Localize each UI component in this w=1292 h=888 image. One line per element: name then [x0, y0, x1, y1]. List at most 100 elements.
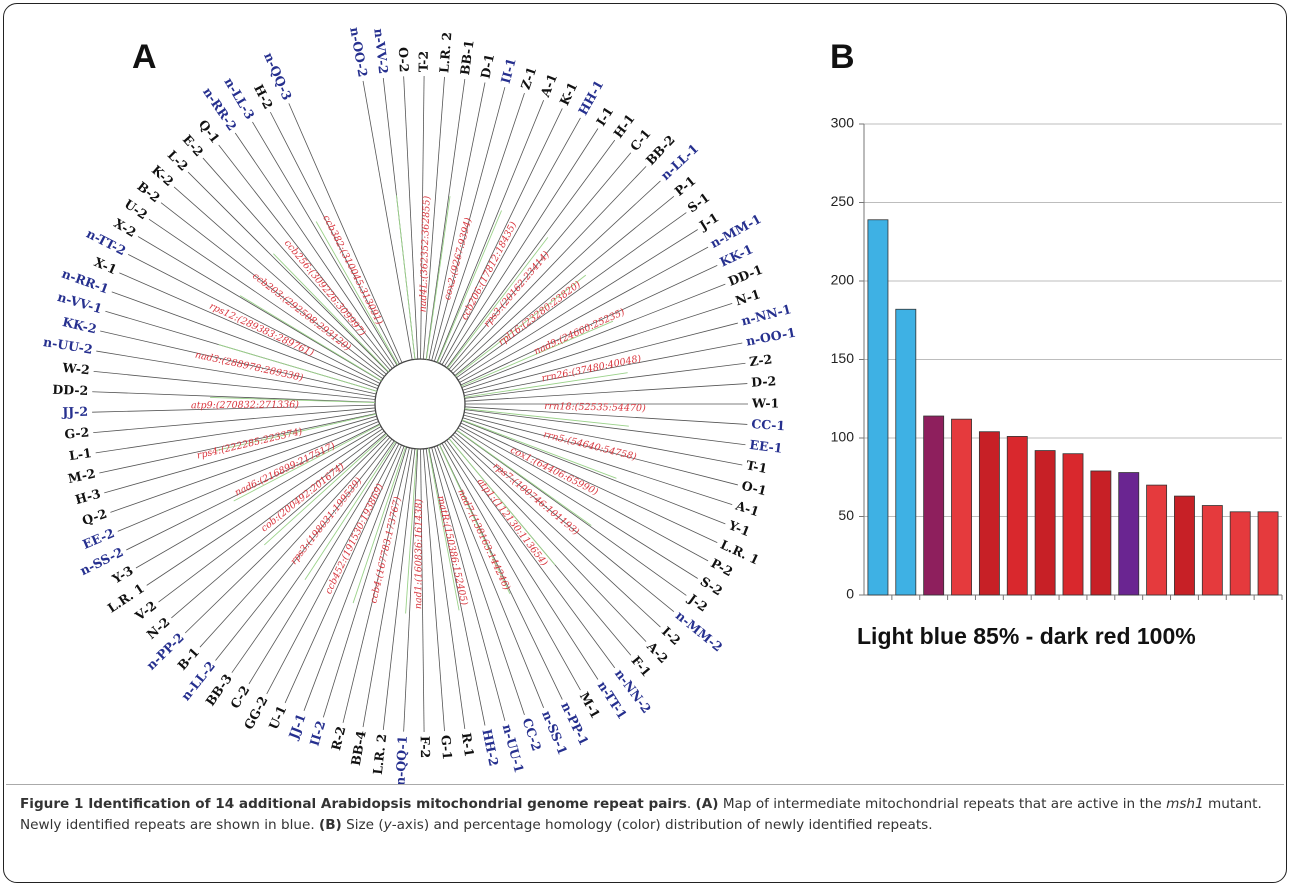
repeat-label: BB-1 [457, 39, 477, 76]
bar [1118, 472, 1140, 596]
y-tick-label: 50 [838, 507, 854, 523]
repeat-spoke [100, 330, 377, 395]
caption-sep: . [686, 796, 696, 812]
repeat-spoke [422, 76, 445, 360]
color-legend-text: Light blue 85% - dark red 100% [857, 623, 1196, 649]
repeat-spoke [462, 303, 733, 391]
bar-chart-panel: 0 50 100 150 200 250 300 Light blue 85% - dark … [831, 115, 1283, 649]
repeat-label: N-1 [733, 286, 762, 308]
bar [895, 308, 917, 596]
repeat-spoke [450, 166, 647, 372]
repeat-spoke [420, 448, 425, 732]
repeat-spoke [104, 415, 377, 494]
repeat-label: Z-1 [518, 65, 540, 92]
gene-spoke [455, 274, 587, 377]
repeat-label: n-VV-2 [371, 28, 391, 75]
repeat-spoke [425, 79, 466, 360]
gene-spoke [315, 221, 399, 366]
repeat-spoke [173, 186, 387, 375]
repeat-spoke [403, 448, 419, 732]
gene-spoke [405, 448, 418, 614]
gene-spoke [263, 433, 387, 546]
repeat-label: L.R. 2 [370, 733, 389, 775]
repeat-label: L.R. 2 [436, 31, 454, 73]
repeat-label: W-2 [61, 360, 91, 378]
repeat-spoke [464, 409, 746, 446]
figure-caption: Figure 1 Identification of 14 additional… [20, 794, 1278, 836]
repeat-label: R-2 [328, 725, 348, 752]
gene-spoke [461, 419, 617, 479]
repeat-spoke [463, 414, 738, 486]
repeat-label: CC-1 [751, 416, 786, 433]
repeat-spoke [463, 322, 738, 394]
bar [1174, 495, 1195, 596]
bar [923, 415, 945, 596]
gene-label: atp9:(270832:271336) [191, 399, 299, 411]
repeat-label: D-1 [477, 52, 497, 79]
repeat-spoke [433, 446, 525, 716]
panel-letter-b: B [830, 38, 855, 76]
repeat-label: M-2 [67, 466, 97, 486]
repeat-spoke [199, 437, 391, 648]
y-tick-label: 150 [831, 350, 855, 366]
repeat-label: n-QQ-1 [392, 735, 409, 784]
repeat-label: II-1 [498, 56, 519, 85]
bar [1006, 436, 1028, 596]
repeat-spoke [93, 370, 376, 400]
repeat-spoke [420, 76, 425, 360]
caption-label-b: (B) [318, 817, 342, 833]
repeat-spoke [441, 117, 581, 365]
caption-axis-italic: y [383, 817, 392, 833]
repeat-label: W-1 [751, 396, 779, 411]
caption-text-b2: -axis) and percentage homology (color) d… [391, 817, 933, 833]
y-tick-label: 300 [831, 115, 855, 131]
repeat-spoke [158, 430, 385, 603]
gene-spoke [456, 429, 592, 526]
gene-spoke [425, 196, 451, 360]
repeat-spoke [450, 436, 647, 642]
repeat-spoke [439, 108, 563, 364]
y-tick-label: 0 [846, 586, 854, 602]
repeat-spoke [184, 435, 389, 634]
repeat-spoke [460, 265, 718, 386]
bar [951, 418, 972, 596]
repeat-spoke [433, 92, 525, 362]
bar [1229, 511, 1251, 596]
repeat-spoke [135, 426, 382, 569]
gene-spoke [396, 195, 416, 360]
repeat-spoke [284, 444, 402, 704]
bar [1034, 450, 1056, 596]
gene-spoke [437, 210, 502, 363]
repeat-spoke [446, 439, 616, 669]
caption-gene-italic: msh1 [1166, 796, 1204, 812]
repeat-spoke [99, 413, 377, 474]
gene-label: rrn18:(52535:54470) [544, 401, 646, 414]
repeat-spoke [266, 443, 400, 695]
caption-title: Figure 1 Identification of 14 additional… [20, 796, 687, 812]
caption-text-b1: Size ( [341, 817, 384, 833]
gene-spoke [239, 295, 382, 382]
gene-label: nad1:(160836:161438) [413, 499, 425, 610]
gene-spoke [233, 424, 381, 502]
gene-spoke [461, 320, 614, 387]
repeat-label: T-1 [745, 457, 769, 476]
gene-spoke [464, 408, 629, 427]
repeat-spoke [96, 350, 376, 398]
repeat-label: Z-2 [748, 351, 773, 369]
repeat-label: HH-2 [479, 728, 501, 768]
repeat-label: T-2 [416, 51, 431, 72]
bar [1146, 484, 1168, 596]
repeat-label: D-2 [751, 373, 777, 390]
repeat-label: O-2 [396, 47, 412, 73]
repeat-spoke [171, 433, 387, 619]
repeat-label: EE-1 [749, 437, 784, 456]
repeat-spoke [92, 404, 376, 413]
repeat-spoke [431, 87, 506, 361]
repeat-spoke [439, 444, 563, 700]
repeat-spoke [187, 171, 389, 373]
repeat-spoke [362, 80, 413, 360]
repeat-spoke [422, 448, 445, 732]
repeat-spoke [322, 446, 408, 718]
figure-frame: n-OO-2 n-VV-2 O-2 T-2 L.R. 2 BB-1 D-1 II-1 Z-1 A-… [3, 3, 1287, 883]
repeat-spoke [382, 448, 416, 730]
